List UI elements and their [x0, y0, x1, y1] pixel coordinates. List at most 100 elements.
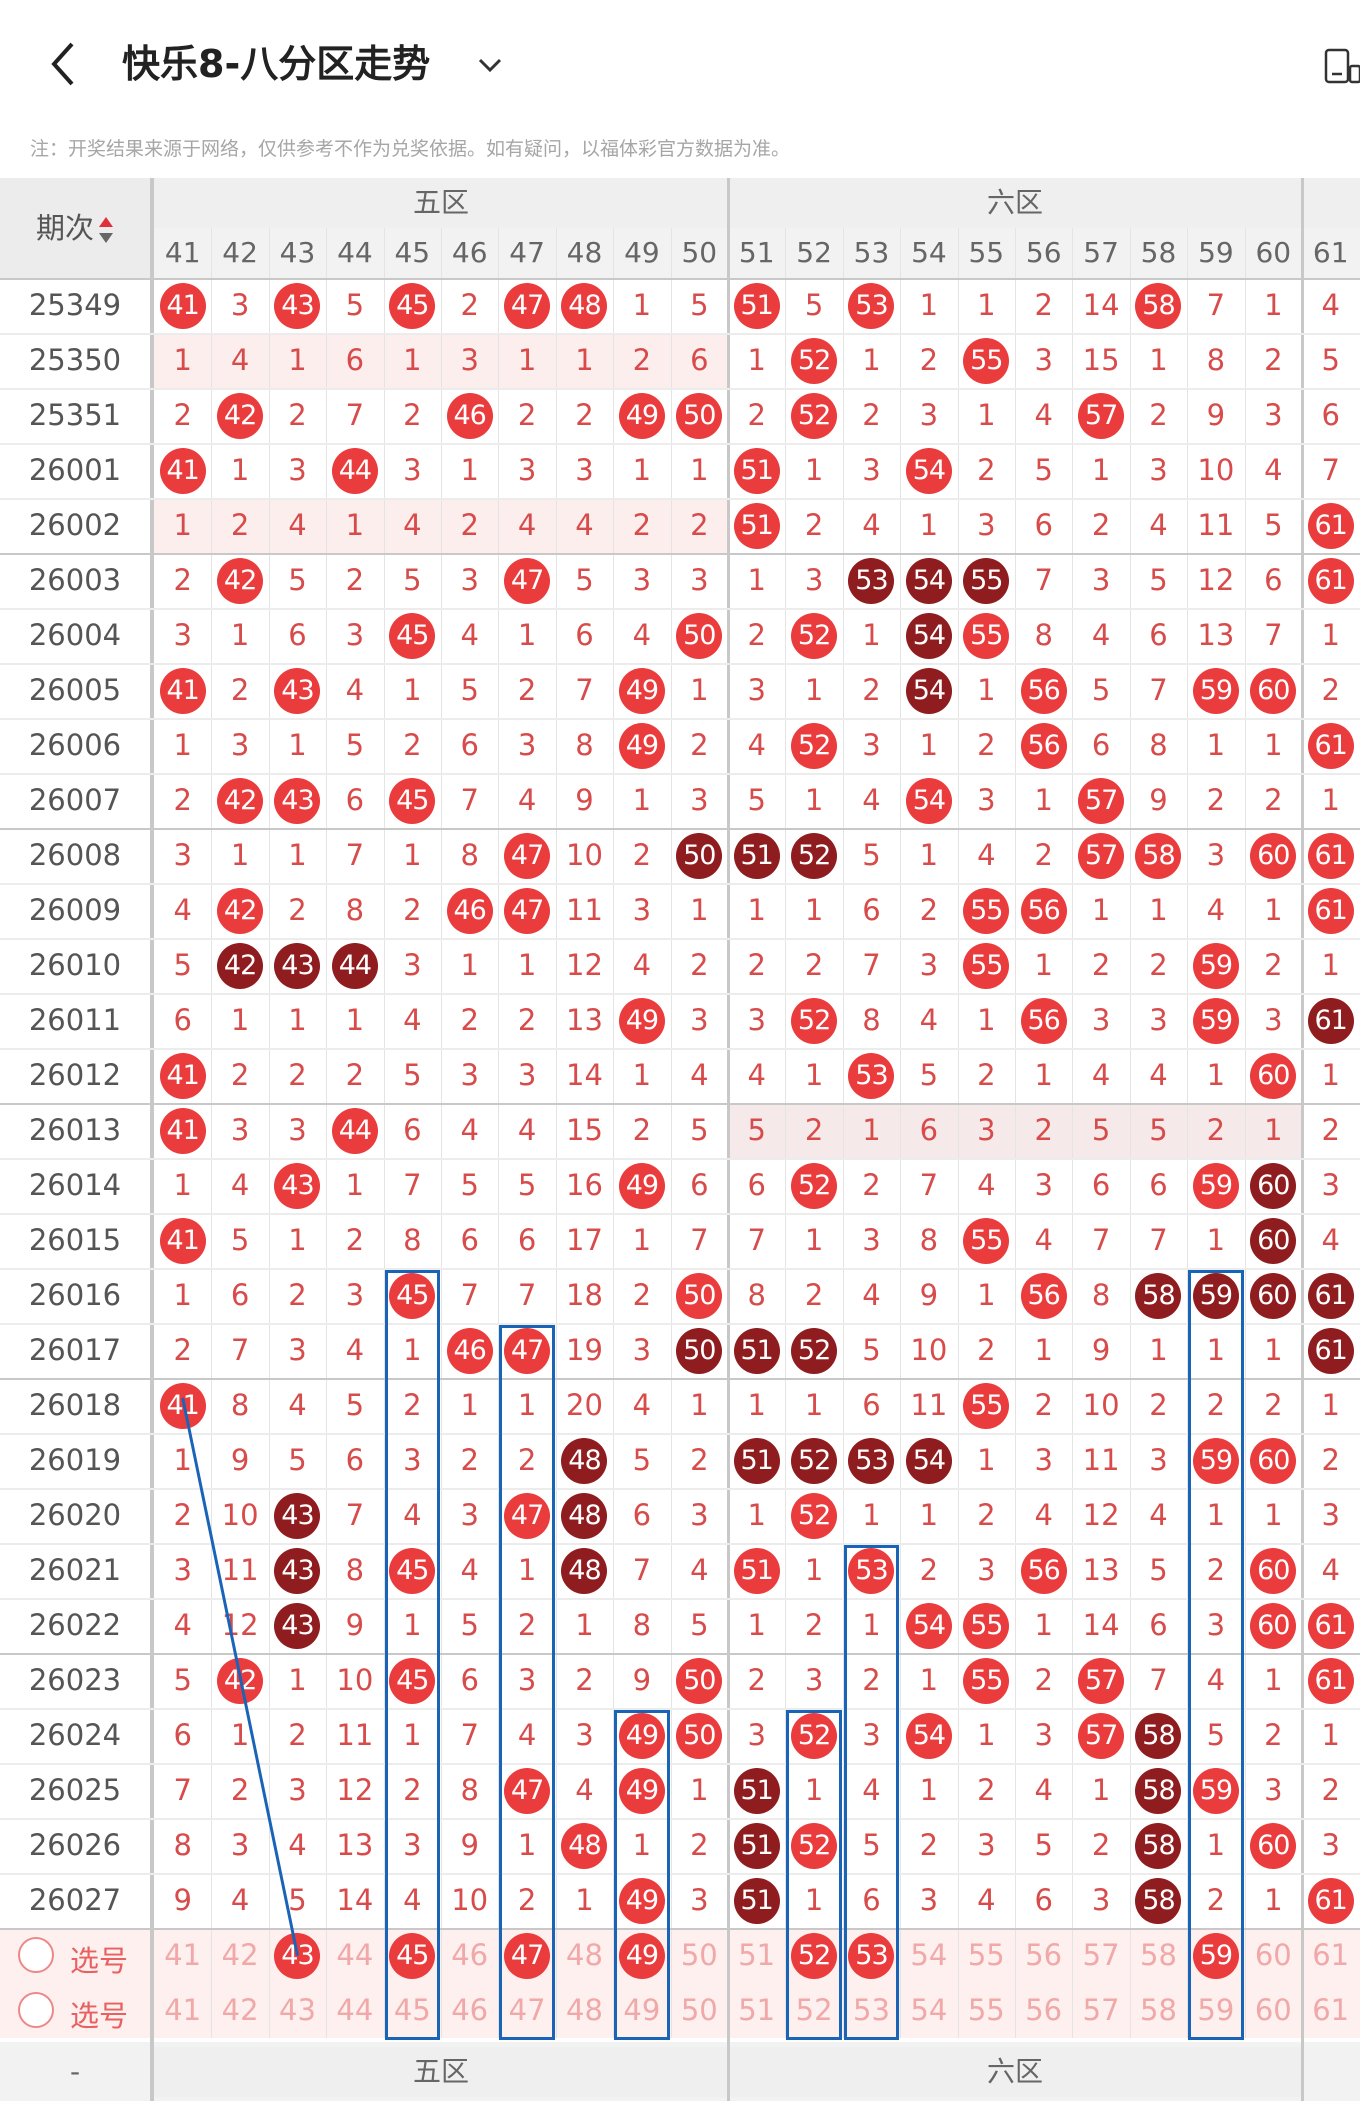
- pick-46[interactable]: 46: [451, 1993, 489, 2027]
- pick-55[interactable]: 55: [967, 1993, 1005, 2027]
- cell-48: 1: [575, 1883, 594, 1917]
- pick-50[interactable]: 50: [680, 1993, 718, 2027]
- pick-52[interactable]: 52: [785, 1928, 842, 1983]
- cell-41: 2: [173, 783, 192, 817]
- pick-44[interactable]: 44: [336, 1938, 374, 1972]
- cell-53: 5: [862, 838, 881, 872]
- cell-56: 56: [1015, 718, 1072, 773]
- cell-57: 57: [1072, 828, 1129, 883]
- pick-43[interactable]: 43: [279, 1993, 316, 2027]
- cell-57: 6: [1091, 1168, 1111, 1202]
- cell-50: 50: [671, 1323, 728, 1378]
- cell-56: 3: [1034, 1718, 1053, 1752]
- cell-49: 49: [613, 718, 670, 773]
- cell-59: 2: [1206, 1388, 1226, 1422]
- grid-hline: [0, 1433, 1360, 1435]
- pick-48[interactable]: 48: [566, 1993, 603, 2027]
- drawn-number-ball: 42: [217, 557, 264, 604]
- period-header[interactable]: 期次: [0, 178, 150, 278]
- pick-57[interactable]: 57: [1082, 1938, 1120, 1972]
- grid-hline: [0, 1488, 1360, 1490]
- pick-56[interactable]: 56: [1025, 1993, 1063, 2027]
- chevron-down-icon[interactable]: [472, 44, 508, 84]
- cell-52: 1: [804, 1223, 824, 1257]
- pick-58[interactable]: 58: [1140, 1993, 1177, 2027]
- pick-42[interactable]: 42: [221, 1938, 259, 1972]
- cell-58: 58: [1130, 1873, 1187, 1928]
- cell-50: 2: [690, 508, 709, 542]
- pattern-box: [1188, 1270, 1244, 2040]
- cell-54: 1: [919, 728, 939, 762]
- cell-50: 5: [690, 288, 709, 322]
- pick-46[interactable]: 46: [451, 1938, 489, 1972]
- cell-42: 6: [230, 1278, 250, 1312]
- pick-43[interactable]: 43: [269, 1928, 326, 1983]
- cell-51: 1: [747, 1388, 766, 1422]
- cell-44: 8: [345, 1553, 365, 1587]
- cell-55: 3: [977, 783, 996, 817]
- pick-54[interactable]: 54: [910, 1993, 948, 2027]
- page-title[interactable]: 快乐8-八分区走势: [122, 42, 431, 86]
- pick-53[interactable]: 53: [853, 1993, 890, 2027]
- sort-arrows-icon[interactable]: [94, 211, 114, 245]
- cell-46: 5: [460, 1168, 479, 1202]
- pick-57[interactable]: 57: [1082, 1993, 1120, 2027]
- pick-51[interactable]: 51: [738, 1993, 776, 2027]
- pick-55[interactable]: 55: [967, 1938, 1005, 1972]
- cell-53: 5: [862, 1333, 881, 1367]
- cell-44: 6: [345, 1443, 365, 1477]
- pick-50[interactable]: 50: [680, 1938, 718, 1972]
- cell-58: 58: [1130, 1763, 1187, 1818]
- pick-47[interactable]: 47: [498, 1928, 555, 1983]
- pick-61[interactable]: 61: [1312, 1993, 1350, 2027]
- cell-50: 2: [690, 948, 709, 982]
- pick-58[interactable]: 58: [1140, 1938, 1177, 1972]
- cell-46: 3: [460, 343, 479, 377]
- pick-41[interactable]: 41: [164, 1938, 202, 1972]
- cell-60: 1: [1264, 1883, 1283, 1917]
- cell-46: 10: [451, 1883, 489, 1917]
- pick-53[interactable]: 53: [843, 1928, 900, 1983]
- pick-49[interactable]: 49: [623, 1993, 661, 2027]
- cell-48: 48: [556, 1433, 613, 1488]
- pick-52[interactable]: 52: [795, 1993, 833, 2027]
- pick-45[interactable]: 45: [393, 1993, 431, 2027]
- drawn-number-ball: 61: [1307, 557, 1354, 604]
- cell-46: 7: [460, 783, 479, 817]
- pick-54[interactable]: 54: [910, 1938, 948, 1972]
- radio-circle-icon[interactable]: [18, 1937, 54, 1973]
- pick-61[interactable]: 61: [1312, 1938, 1350, 1972]
- col-header-53: 53: [842, 228, 901, 278]
- pick-56[interactable]: 56: [1025, 1938, 1063, 1972]
- cell-54: 3: [919, 1883, 939, 1917]
- drawn-number-ball: 58: [1135, 1272, 1182, 1319]
- cell-55: 1: [977, 1278, 996, 1312]
- radio-circle-icon[interactable]: [18, 1992, 54, 2028]
- cell-45: 1: [403, 838, 422, 872]
- pick-41[interactable]: 41: [164, 1993, 202, 2027]
- cell-61: 1: [1321, 618, 1340, 652]
- cell-61: 61: [1302, 1598, 1359, 1653]
- pick-42[interactable]: 42: [221, 1993, 259, 2027]
- pick-44[interactable]: 44: [336, 1993, 374, 2027]
- col-header-47: 47: [498, 228, 556, 278]
- device-icon[interactable]: [1322, 44, 1360, 88]
- pick-47[interactable]: 47: [508, 1993, 546, 2027]
- drawn-number-ball: 45: [389, 282, 436, 329]
- period-cell: 26017: [28, 1333, 122, 1367]
- drawn-number-ball: 51: [733, 1327, 780, 1374]
- pick-60[interactable]: 60: [1254, 1938, 1292, 1972]
- period-cell: 26007: [28, 783, 122, 817]
- cell-49: 2: [632, 1278, 652, 1312]
- pick-59[interactable]: 59: [1187, 1928, 1244, 1983]
- pick-48[interactable]: 48: [566, 1938, 603, 1972]
- pick-51[interactable]: 51: [738, 1938, 776, 1972]
- cell-50: 2: [690, 1443, 709, 1477]
- pick-49[interactable]: 49: [613, 1928, 670, 1983]
- pick-59[interactable]: 59: [1197, 1993, 1235, 2027]
- cell-51: 51: [728, 278, 785, 333]
- back-arrow-icon[interactable]: [42, 36, 90, 92]
- pick-60[interactable]: 60: [1254, 1993, 1292, 2027]
- pick-45[interactable]: 45: [384, 1928, 441, 1983]
- cell-52: 52: [785, 388, 842, 443]
